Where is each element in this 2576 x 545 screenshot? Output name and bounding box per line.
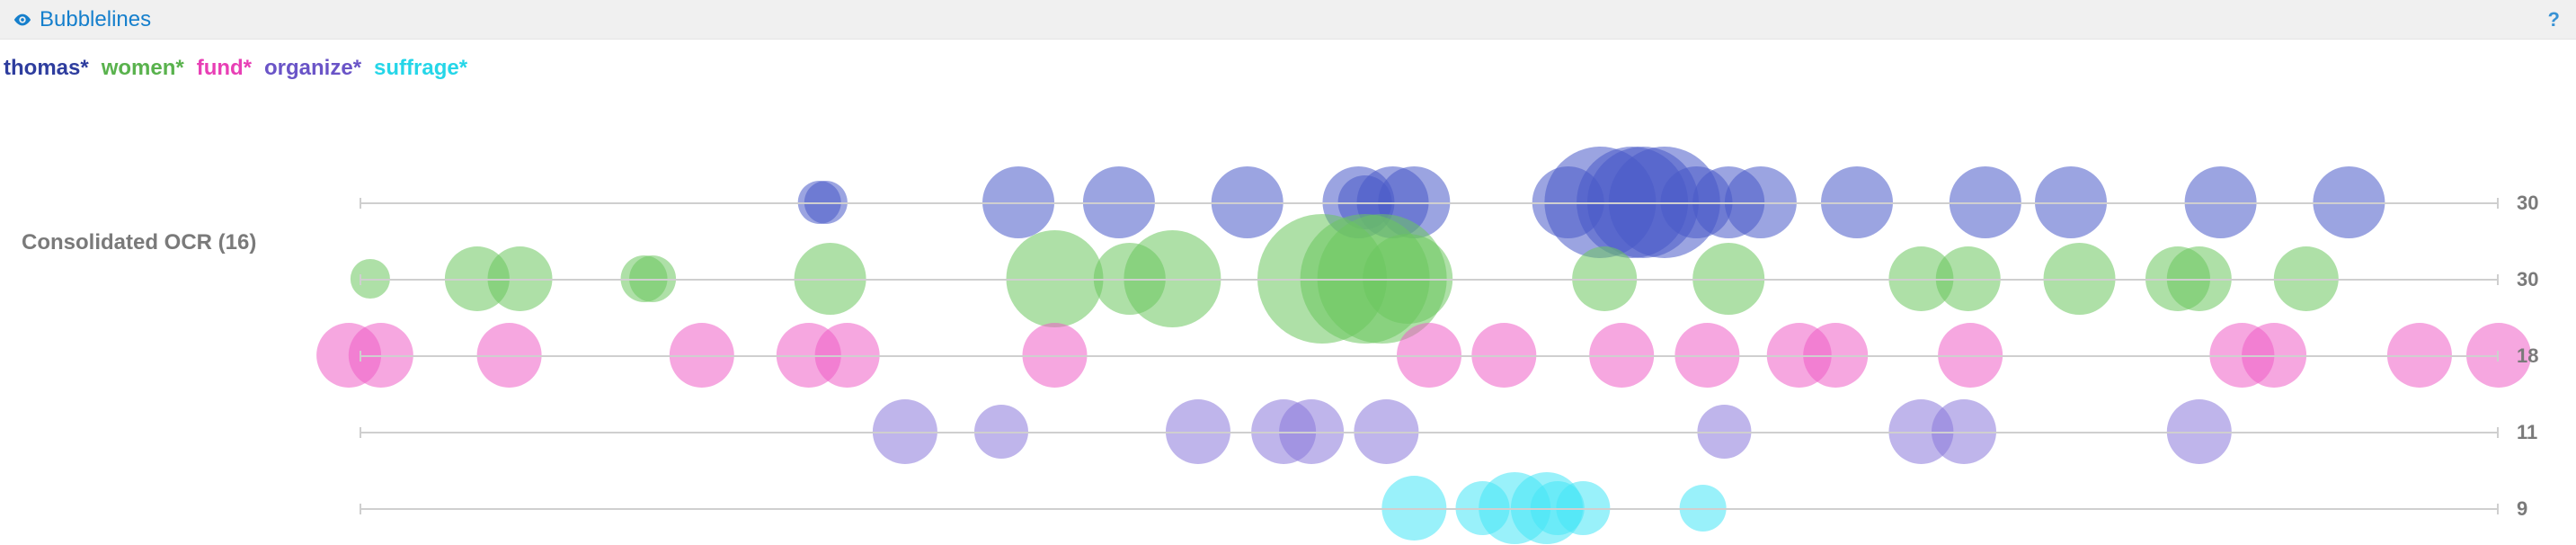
legend-term[interactable]: organize* [264,56,361,80]
series-count: 18 [2517,344,2538,368]
track-line [360,508,2499,510]
track-line [360,432,2499,433]
panel-header: Bubblelines ? [0,0,2576,40]
series-count: 9 [2517,497,2527,521]
track-line [360,355,2499,357]
legend-term[interactable]: fund* [197,56,252,80]
eye-icon [13,10,32,30]
series-count: 30 [2517,268,2538,291]
panel-title: Bubblelines [40,7,151,32]
help-icon[interactable]: ? [2548,8,2560,31]
series-count: 11 [2517,421,2537,444]
series-count: 30 [2517,192,2538,215]
legend-term[interactable]: thomas* [4,56,89,80]
bubbles-svg [0,90,2576,545]
track-line [360,279,2499,281]
legend-term[interactable]: women* [102,56,184,80]
legend-term[interactable]: suffrage* [374,56,467,80]
legend: thomas* women* fund* organize* suffrage* [0,40,2576,90]
track-line [360,202,2499,204]
